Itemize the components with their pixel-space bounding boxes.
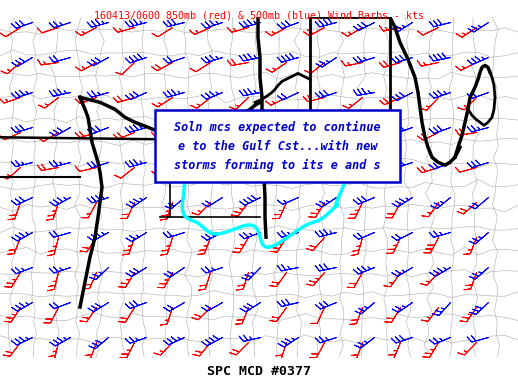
Bar [310,17,390,137]
Text: 160413/0600 850mb (red) & 500mb (blue) Wind Barbs - kts: 160413/0600 850mb (red) & 500mb (blue) W… [94,11,424,21]
Text: Soln mcs expected to continue
e to the Gulf Cst...with new
storms forming to its: Soln mcs expected to continue e to the G… [174,121,381,172]
Bar [155,110,400,182]
Text: SPC MCD #0377: SPC MCD #0377 [207,365,311,378]
